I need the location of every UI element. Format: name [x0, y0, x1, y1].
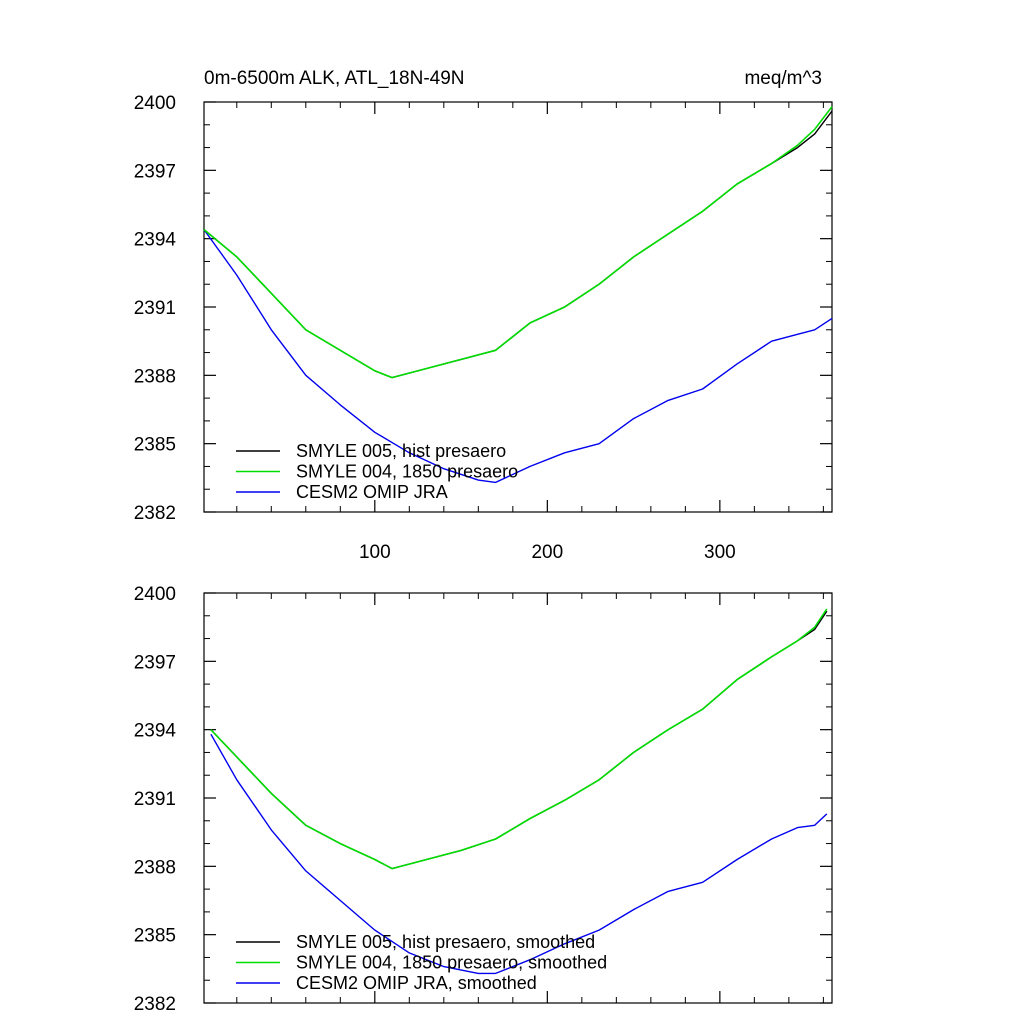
top-panel: 0m-6500m ALK, ATL_18N-49N meq/m^3 2382 2385…: [134, 68, 833, 563]
y-tick-label: 2385: [134, 926, 176, 947]
y-tick-label: 2397: [134, 652, 176, 673]
y-tick-label: 2385: [134, 435, 176, 456]
legend-label-0: SMYLE 005, hist presaero: [296, 441, 506, 461]
legend-label-2: CESM2 OMIP JRA, smoothed: [296, 973, 537, 993]
y-tick-label: 2382: [134, 503, 176, 524]
series-line-0: [203, 110, 833, 379]
x-tick-label: 300: [704, 542, 736, 563]
y-tick-label: 2382: [134, 994, 176, 1015]
x-tick-label: 200: [531, 542, 563, 563]
legend-label-1: SMYLE 004, 1850 presaero: [296, 462, 518, 482]
y-tick-label: 2388: [134, 857, 176, 878]
y-tick-label: 2397: [134, 161, 176, 182]
units-label: meq/m^3: [744, 68, 822, 89]
series-line-2: [203, 229, 833, 484]
chart-title: 0m-6500m ALK, ATL_18N-49N: [204, 68, 465, 89]
legend-label-2: CESM2 OMIP JRA: [296, 482, 448, 502]
legend-label-0: SMYLE 005, hist presaero, smoothed: [296, 932, 595, 952]
legend-label-1: SMYLE 004, 1850 presaero, smoothed: [296, 953, 607, 973]
y-tick-label: 2394: [134, 721, 177, 742]
series-line-1: [210, 608, 828, 870]
y-tick-label: 2388: [134, 366, 176, 387]
y-tick-label: 2391: [134, 789, 176, 810]
y-tick-label: 2400: [134, 584, 176, 605]
y-tick-label: 2391: [134, 298, 176, 319]
y-tick-label: 2394: [134, 230, 177, 251]
bottom-panel: 2382 2385 2388 2391 2394 2397 2400 SMYLE 005, h…: [134, 584, 833, 1015]
series-line-2: [210, 733, 828, 975]
series-line-1: [203, 106, 833, 379]
series-line-0: [210, 610, 828, 870]
y-tick-label: 2400: [134, 93, 176, 114]
x-tick-label: 100: [359, 542, 391, 563]
